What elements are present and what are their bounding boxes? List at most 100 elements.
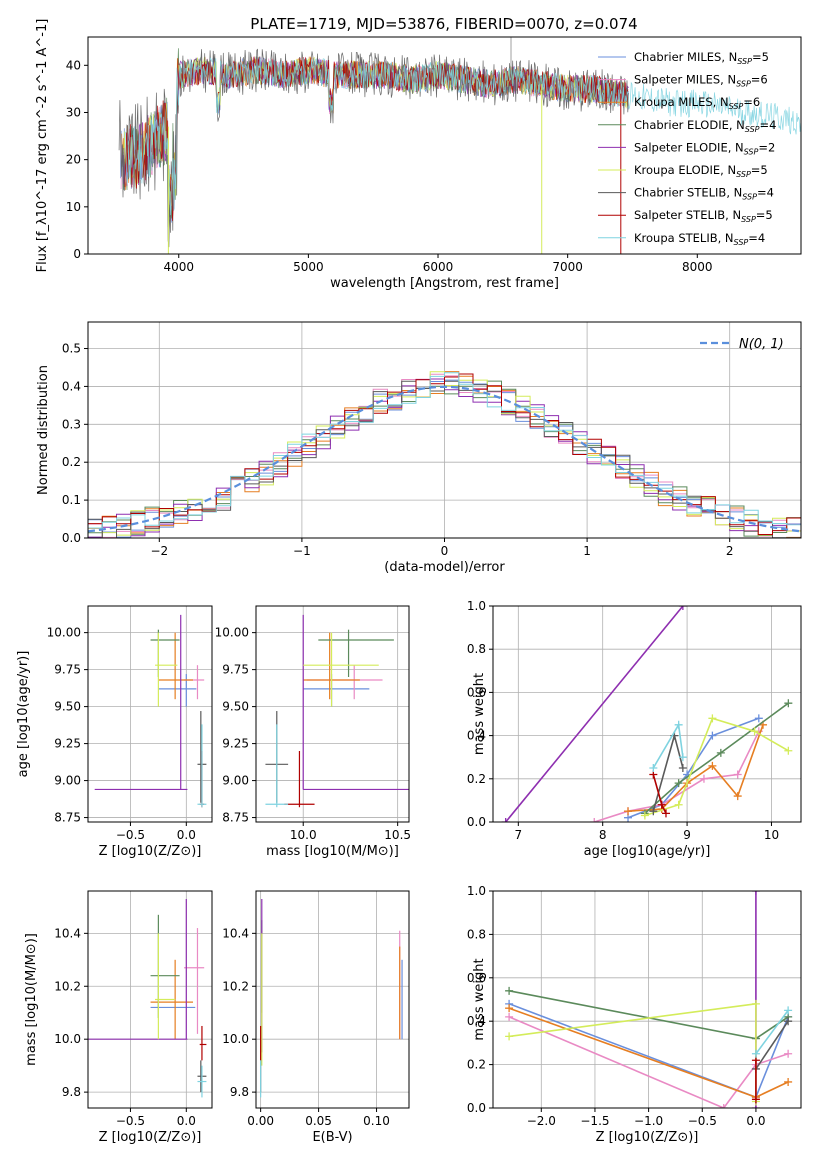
axes-frame bbox=[255, 890, 410, 1109]
data-marker bbox=[733, 792, 742, 801]
plot-area bbox=[118, 37, 801, 254]
error-point bbox=[197, 724, 207, 808]
y-axis-label: mass weight bbox=[472, 673, 487, 755]
y-tick-label: 9.8 bbox=[230, 1085, 249, 1099]
y-tick-label: 1.0 bbox=[467, 599, 486, 613]
x-tick-label: −1 bbox=[293, 544, 311, 558]
data-marker bbox=[708, 731, 717, 740]
x-tick-label: 6000 bbox=[423, 260, 454, 274]
x-tick-label: 0.0 bbox=[746, 1114, 765, 1128]
data-marker bbox=[784, 1049, 793, 1058]
y-tick-label: 9.25 bbox=[222, 737, 249, 751]
data-marker bbox=[751, 1095, 760, 1104]
y-tick-label: 10 bbox=[66, 200, 81, 214]
error-point bbox=[197, 1065, 207, 1098]
data-marker bbox=[784, 1017, 793, 1026]
x-tick-label: 10 bbox=[764, 828, 779, 842]
y-tick-label: 20 bbox=[66, 153, 81, 167]
x-tick-label: 10.0 bbox=[290, 828, 317, 842]
plot-area bbox=[88, 371, 801, 538]
y-tick-label: 0.0 bbox=[62, 531, 81, 545]
y-tick-label: 0.2 bbox=[467, 1058, 486, 1072]
data-marker bbox=[505, 1032, 514, 1041]
y-tick-label: 8.75 bbox=[54, 811, 81, 825]
series-line bbox=[508, 1016, 789, 1108]
series-line bbox=[652, 732, 684, 812]
y-tick-label: 30 bbox=[66, 105, 81, 119]
plot-area bbox=[88, 898, 207, 1098]
panel-spectrum: 4000 5000 6000 7000 8000 0 10 20 30 40 wavelength … bbox=[35, 19, 802, 291]
data-marker bbox=[751, 891, 760, 895]
error-point bbox=[307, 665, 383, 700]
y-tick-label: 0.2 bbox=[467, 772, 486, 786]
x-tick-label: −1.0 bbox=[634, 1114, 663, 1128]
y-tick-label: 9.50 bbox=[54, 700, 81, 714]
error-point bbox=[94, 614, 188, 791]
y-tick-label: 0.2 bbox=[62, 455, 81, 469]
plot-area bbox=[260, 898, 403, 1098]
data-marker bbox=[784, 1006, 793, 1015]
x-tick-label: 4000 bbox=[163, 260, 194, 274]
data-marker bbox=[590, 818, 599, 822]
y-tick-label: 0.6 bbox=[467, 971, 486, 985]
x-tick-label: 10.5 bbox=[384, 828, 411, 842]
data-marker bbox=[657, 800, 666, 809]
series-line bbox=[505, 606, 684, 822]
y-tick-label: 10.0 bbox=[222, 1032, 249, 1046]
x-tick-label: 8 bbox=[599, 828, 607, 842]
data-marker bbox=[708, 761, 717, 770]
data-marker bbox=[678, 606, 687, 610]
data-marker bbox=[649, 764, 658, 772]
x-tick-label: −0.5 bbox=[116, 1114, 145, 1128]
error-point bbox=[158, 632, 194, 700]
error-point bbox=[265, 724, 289, 808]
error-point bbox=[184, 665, 205, 700]
x-axis-label: E(B-V) bbox=[312, 1130, 352, 1145]
data-marker bbox=[784, 1077, 793, 1086]
y-tick-label: 10.00 bbox=[47, 626, 81, 640]
y-tick-label: 0.6 bbox=[467, 685, 486, 699]
legend-label: Salpeter STELIB, NSSP=5 bbox=[634, 208, 773, 224]
data-marker bbox=[751, 1049, 760, 1058]
error-point bbox=[155, 632, 178, 707]
y-tick-label: 1.0 bbox=[467, 884, 486, 898]
x-tick-label: 0 bbox=[441, 544, 449, 558]
data-marker bbox=[505, 1004, 514, 1013]
data-marker bbox=[699, 774, 708, 783]
data-marker bbox=[733, 770, 742, 779]
x-tick-label: 0.0 bbox=[177, 828, 196, 842]
legend-label: Salpeter MILES, NSSP=6 bbox=[634, 73, 768, 89]
y-axis-label: age [log10(age/yr)] bbox=[16, 651, 31, 778]
x-axis-label: Z [log10(Z/Z⊙)] bbox=[99, 844, 202, 859]
x-axis-label: wavelength [Angstrom, rest frame] bbox=[330, 276, 559, 291]
x-tick-label: 0.00 bbox=[247, 1114, 274, 1128]
panel-mass-vs-Z: −0.5 0.0 9.8 10.0 10.2 10.4 Z [log10(Z/Z⊙)] mas… bbox=[24, 890, 213, 1145]
axes-frame bbox=[492, 605, 802, 823]
legend-label: Chabrier MILES, NSSP=5 bbox=[634, 50, 769, 66]
data-marker bbox=[784, 746, 793, 755]
x-tick-label: 8000 bbox=[682, 260, 713, 274]
x-tick-label: 5000 bbox=[293, 260, 324, 274]
y-tick-label: 0.4 bbox=[467, 1014, 486, 1028]
spectrum-line bbox=[125, 57, 801, 216]
data-marker bbox=[674, 779, 683, 788]
figure-title: PLATE=1719, MJD=53876, FIBERID=0070, z=0… bbox=[250, 15, 637, 33]
x-tick-label: 7 bbox=[514, 828, 522, 842]
y-tick-label: 0.5 bbox=[62, 342, 81, 356]
series-line bbox=[755, 1020, 789, 1070]
y-tick-label: 8.75 bbox=[222, 811, 249, 825]
x-tick-label: −0.5 bbox=[116, 828, 145, 842]
y-tick-label: 0.4 bbox=[467, 729, 486, 743]
data-marker bbox=[505, 1012, 514, 1021]
data-marker bbox=[501, 818, 510, 822]
axes-frame bbox=[492, 890, 802, 1109]
legend: Chabrier MILES, NSSP=5 Salpeter MILES, NS… bbox=[598, 50, 776, 247]
spectrum-line bbox=[118, 48, 629, 248]
legend-label: Kroupa MILES, NSSP=6 bbox=[634, 95, 760, 111]
y-tick-label: 9.8 bbox=[62, 1085, 81, 1099]
legend-label: N(0, 1) bbox=[739, 337, 784, 352]
axes-frame bbox=[87, 36, 802, 255]
panel-mass-weight-vs-Z: −2.0 −1.5 −1.0 −0.5 0.0 0.0 0.2 0.4 0.6 0.8 1.0 Z [… bbox=[467, 884, 802, 1145]
data-marker bbox=[716, 748, 725, 757]
y-tick-label: 9.00 bbox=[222, 774, 249, 788]
